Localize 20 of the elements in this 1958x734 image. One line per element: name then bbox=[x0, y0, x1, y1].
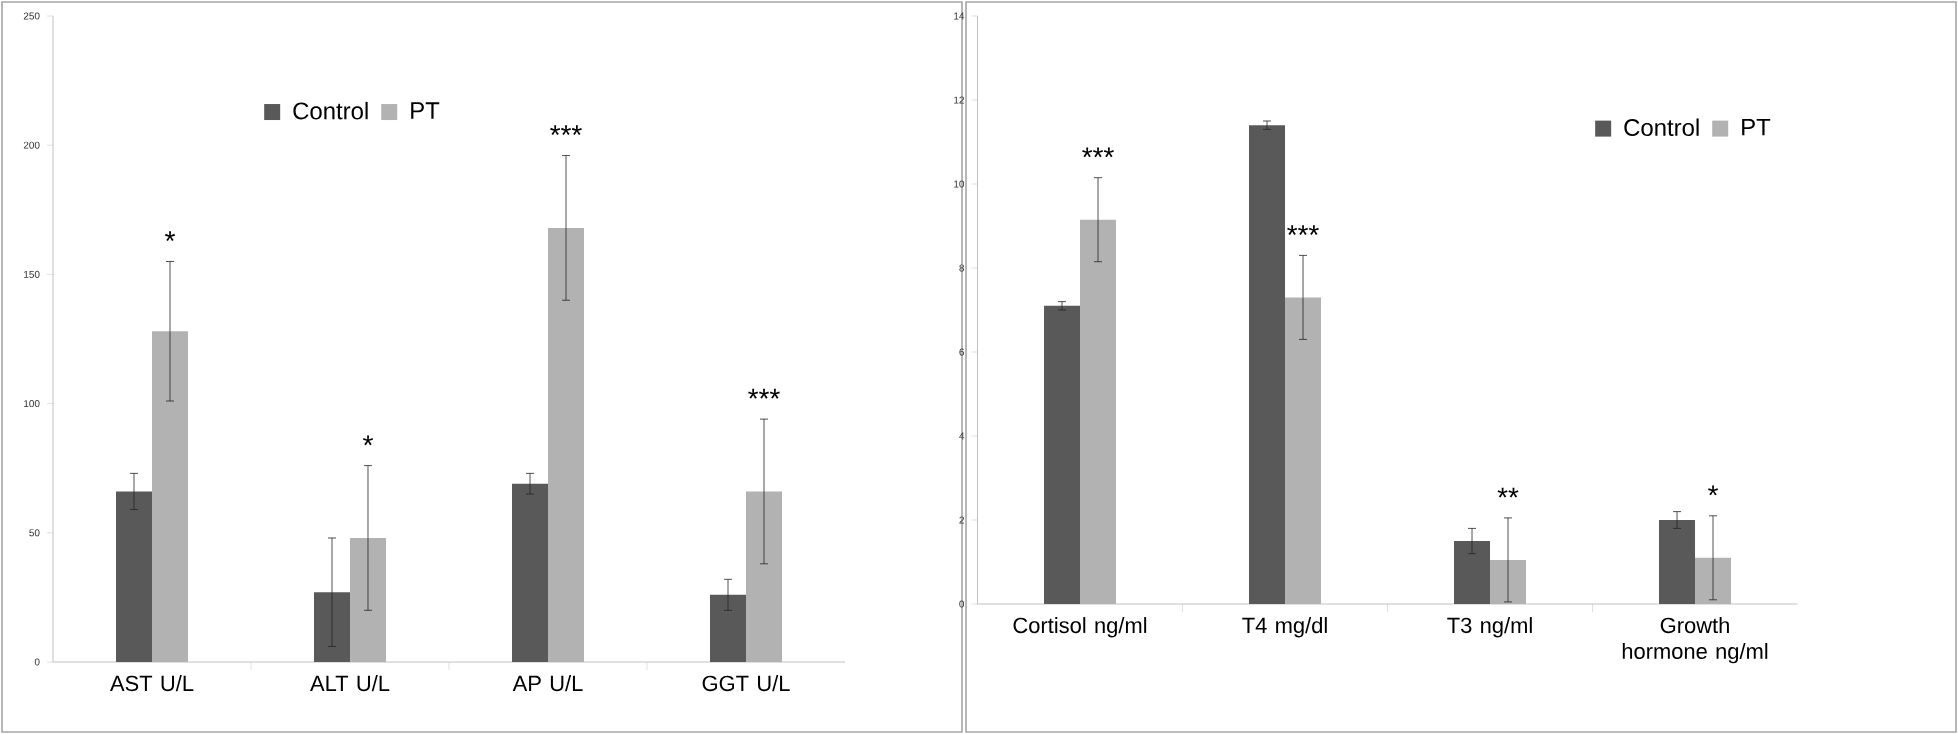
annotation: * bbox=[1708, 485, 1719, 496]
x-tick-label: Growth hormone ng/ml bbox=[1622, 617, 1768, 664]
annotation: ** bbox=[1497, 487, 1519, 498]
annotation: *** bbox=[748, 388, 780, 399]
annotation: *** bbox=[1082, 147, 1114, 158]
legend-label: PT bbox=[1742, 118, 1771, 136]
annotation: * bbox=[165, 231, 176, 242]
legend-label: Control bbox=[293, 101, 368, 120]
annotation: * bbox=[363, 435, 374, 446]
legend-label: Control bbox=[1624, 118, 1699, 136]
x-tick-label: ALT U/L bbox=[310, 675, 390, 692]
x-tick-label: T4 mg/dl bbox=[1242, 617, 1327, 638]
x-tick-label: AST U/L bbox=[110, 675, 194, 692]
x-tick-label: Cortisol ng/ml bbox=[1013, 617, 1147, 638]
annotation: *** bbox=[1287, 225, 1319, 235]
legend-label: PT bbox=[411, 102, 440, 119]
x-tick-label: GGT U/L bbox=[702, 675, 790, 692]
x-tick-label: AP U/L bbox=[512, 675, 583, 692]
x-tick-label: T3 ng/ml bbox=[1447, 617, 1532, 638]
annotation: *** bbox=[550, 125, 582, 136]
